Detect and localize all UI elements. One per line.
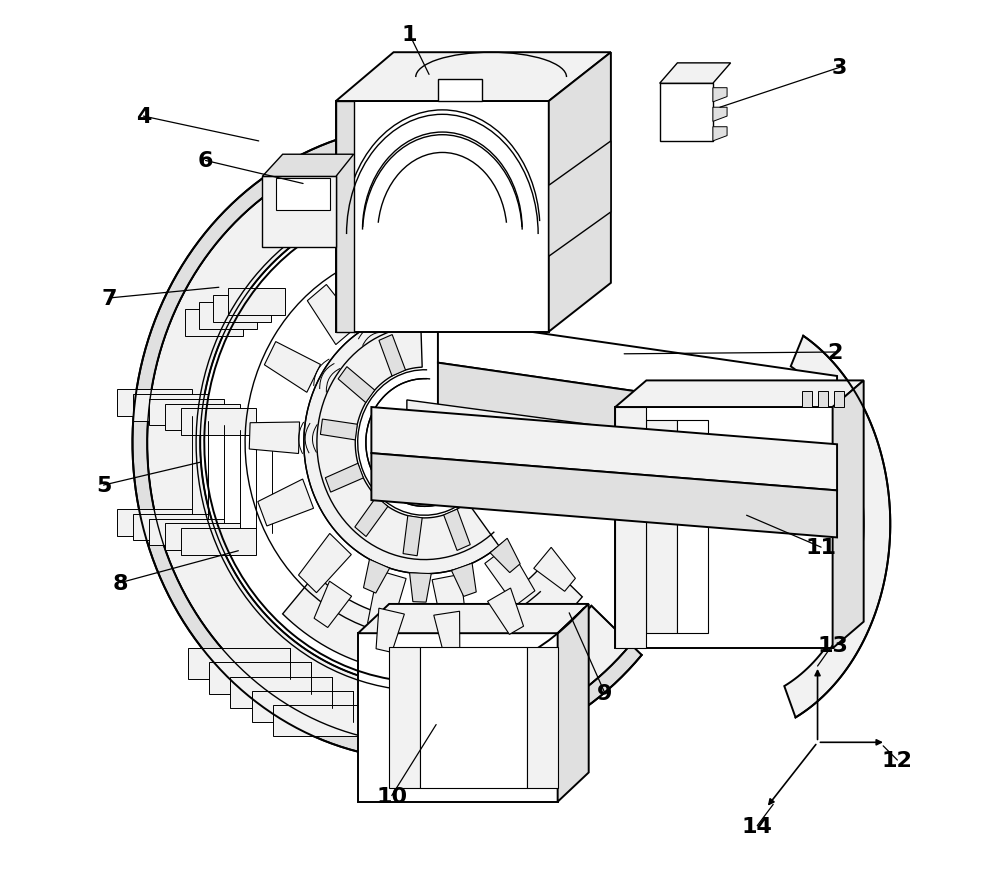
Polygon shape (371, 408, 837, 491)
Text: 2: 2 (828, 343, 843, 362)
Polygon shape (818, 392, 828, 408)
Polygon shape (338, 368, 375, 403)
Polygon shape (444, 509, 470, 551)
Polygon shape (358, 633, 558, 802)
Polygon shape (802, 392, 812, 408)
Polygon shape (364, 560, 390, 594)
Polygon shape (336, 53, 611, 102)
Polygon shape (336, 102, 354, 332)
Polygon shape (230, 677, 332, 708)
Polygon shape (249, 423, 300, 454)
Polygon shape (407, 400, 837, 492)
Polygon shape (490, 539, 520, 573)
Polygon shape (713, 128, 727, 142)
Polygon shape (132, 128, 642, 760)
Polygon shape (438, 80, 482, 102)
Polygon shape (320, 420, 357, 440)
Polygon shape (181, 529, 256, 556)
Polygon shape (117, 509, 192, 536)
Polygon shape (527, 647, 558, 789)
Polygon shape (149, 519, 224, 546)
Polygon shape (615, 381, 864, 408)
Text: 5: 5 (96, 476, 111, 495)
Polygon shape (228, 289, 285, 315)
Polygon shape (407, 434, 837, 525)
Polygon shape (485, 546, 535, 606)
Text: 1: 1 (402, 26, 417, 45)
Polygon shape (262, 155, 354, 177)
Polygon shape (298, 534, 351, 593)
Polygon shape (314, 581, 352, 628)
Polygon shape (368, 571, 406, 630)
Text: 9: 9 (597, 683, 612, 703)
Text: 4: 4 (136, 107, 151, 127)
Polygon shape (165, 524, 240, 550)
Polygon shape (262, 177, 336, 248)
Polygon shape (438, 319, 837, 421)
Polygon shape (833, 381, 864, 649)
Polygon shape (336, 102, 549, 332)
Polygon shape (371, 454, 837, 538)
Polygon shape (199, 303, 257, 330)
Polygon shape (149, 400, 224, 426)
Polygon shape (403, 516, 422, 556)
Polygon shape (133, 394, 208, 421)
Polygon shape (252, 691, 353, 722)
Polygon shape (784, 337, 890, 718)
Polygon shape (209, 663, 311, 694)
Polygon shape (376, 609, 404, 653)
Polygon shape (660, 84, 713, 142)
Text: 14: 14 (742, 816, 773, 835)
Polygon shape (615, 408, 833, 649)
Polygon shape (307, 285, 359, 346)
Polygon shape (117, 390, 192, 416)
Polygon shape (534, 548, 575, 592)
Polygon shape (549, 53, 611, 332)
Polygon shape (420, 647, 527, 789)
Polygon shape (165, 404, 240, 431)
Polygon shape (133, 514, 208, 540)
Polygon shape (273, 705, 374, 736)
Polygon shape (358, 604, 589, 633)
Polygon shape (181, 409, 256, 436)
Polygon shape (438, 363, 837, 465)
Text: 3: 3 (832, 58, 847, 78)
Polygon shape (325, 463, 363, 493)
Polygon shape (646, 421, 677, 633)
Text: 11: 11 (806, 538, 837, 557)
Polygon shape (660, 64, 731, 84)
Polygon shape (558, 604, 589, 802)
Polygon shape (451, 563, 476, 597)
Text: 12: 12 (882, 750, 913, 770)
Text: 13: 13 (817, 635, 848, 655)
Polygon shape (304, 312, 499, 574)
Text: 7: 7 (102, 289, 117, 308)
Polygon shape (264, 342, 320, 392)
Polygon shape (188, 649, 290, 680)
Polygon shape (488, 588, 524, 634)
Polygon shape (185, 310, 243, 337)
Polygon shape (432, 575, 467, 633)
Polygon shape (713, 108, 727, 122)
Polygon shape (283, 562, 582, 673)
Polygon shape (549, 142, 611, 257)
Polygon shape (147, 144, 631, 744)
Polygon shape (355, 497, 388, 537)
Polygon shape (258, 479, 314, 526)
Text: 6: 6 (198, 152, 213, 171)
Text: 10: 10 (376, 786, 407, 805)
Polygon shape (368, 256, 406, 315)
Polygon shape (677, 421, 708, 633)
Polygon shape (410, 573, 431, 602)
Polygon shape (615, 408, 646, 649)
Text: 8: 8 (113, 573, 128, 593)
Polygon shape (834, 392, 844, 408)
Polygon shape (276, 179, 330, 211)
Polygon shape (713, 89, 727, 103)
Polygon shape (379, 335, 406, 377)
Polygon shape (389, 647, 420, 789)
Polygon shape (434, 611, 460, 655)
Polygon shape (213, 296, 271, 323)
